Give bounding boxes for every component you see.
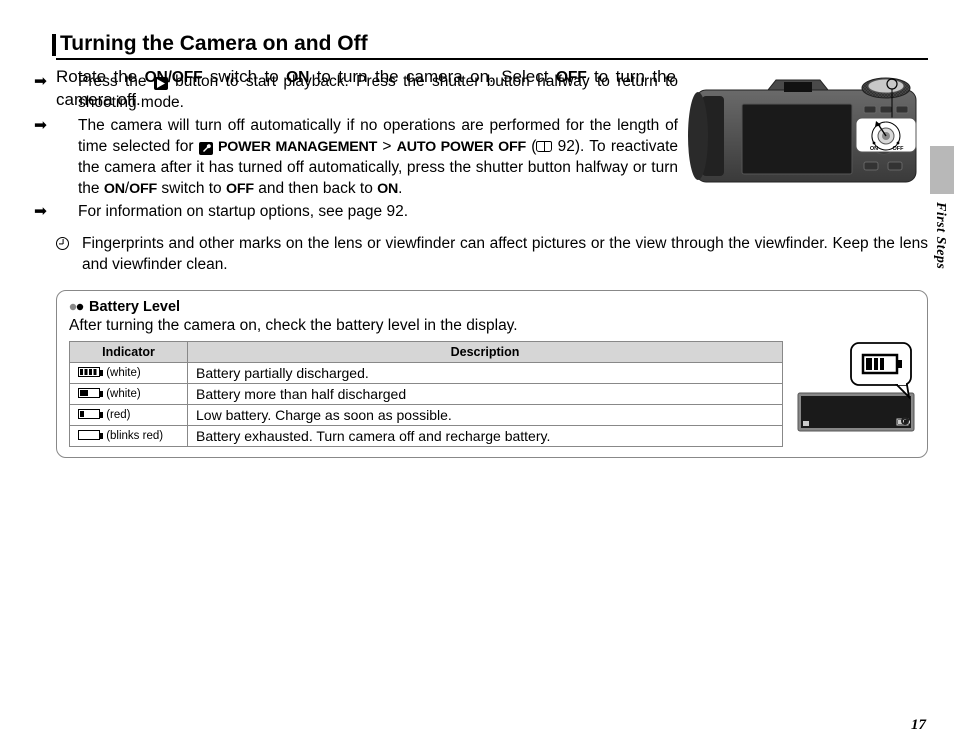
bullet-marker-icon: ➡ (56, 202, 78, 223)
table-row: (red)Low battery. Charge as soon as poss… (70, 405, 783, 426)
battery-level-icon (78, 409, 100, 419)
bullet-marker-icon: ➡ (56, 72, 78, 93)
col-description: Description (188, 342, 783, 363)
display-illustration (797, 341, 915, 433)
col-indicator: Indicator (70, 342, 188, 363)
caution-text: Fingerprints and other marks on the lens… (82, 234, 928, 276)
indicator-cell: (white) (70, 363, 188, 384)
indicator-cell: (white) (70, 384, 188, 405)
playback-icon (154, 77, 168, 90)
table-row: (blinks red)Battery exhausted. Turn came… (70, 426, 783, 447)
indicator-cell: (red) (70, 405, 188, 426)
bullet-item: ➡For information on startup options, see… (56, 202, 928, 223)
camera-illustration: ON OFF (688, 62, 928, 190)
battery-info-title: Battery Level (69, 299, 915, 315)
battery-title-icon (69, 301, 85, 313)
bullet-marker-icon: ➡ (56, 116, 78, 137)
table-row: (white)Battery partially discharged. (70, 363, 783, 384)
clock-icon (56, 234, 82, 276)
battery-info-lead: After turning the camera on, check the b… (69, 317, 915, 335)
description-cell: Battery exhausted. Turn camera off and r… (188, 426, 783, 447)
svg-text:OFF: OFF (893, 146, 905, 152)
battery-info-box: Battery Level After turning the camera o… (56, 290, 928, 458)
caution-note: Fingerprints and other marks on the lens… (56, 234, 928, 276)
battery-level-icon (78, 367, 100, 377)
description-cell: Battery partially discharged. (188, 363, 783, 384)
battery-level-icon (78, 430, 100, 440)
table-row: (white)Battery more than half discharged (70, 384, 783, 405)
description-cell: Battery more than half discharged (188, 384, 783, 405)
page-number: 17 (911, 717, 926, 734)
battery-level-icon (78, 388, 100, 398)
svg-text:ON: ON (870, 146, 878, 152)
description-cell: Low battery. Charge as soon as possible. (188, 405, 783, 426)
indicator-cell: (blinks red) (70, 426, 188, 447)
battery-table: Indicator Description (white)Battery par… (69, 341, 783, 447)
setup-menu-icon (199, 142, 213, 155)
page-content: Turning the Camera on and Off Rotate the… (0, 0, 954, 458)
section-title: Turning the Camera on and Off (56, 32, 928, 60)
page-reference-icon (536, 141, 552, 152)
